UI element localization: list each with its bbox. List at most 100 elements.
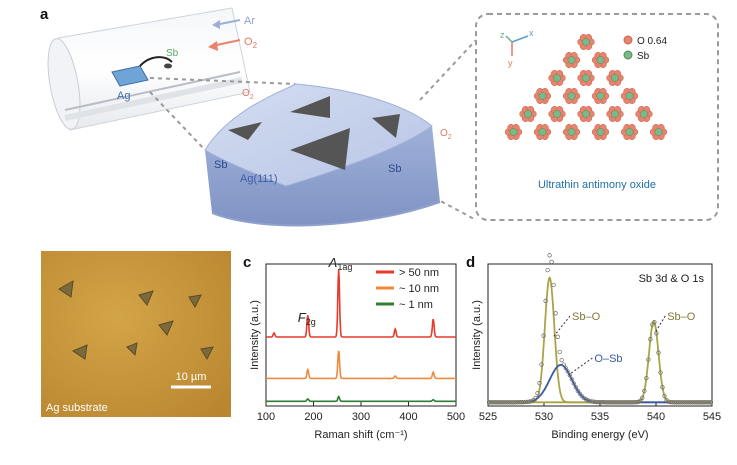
data-point <box>666 399 671 404</box>
data-point <box>535 391 540 396</box>
legend-o: O 0.64 <box>623 35 667 47</box>
data-point <box>529 398 534 404</box>
data-point <box>563 365 568 371</box>
antimony-atom <box>596 56 605 64</box>
data-point <box>652 319 657 325</box>
lattice-cluster <box>577 70 595 86</box>
lattice-cluster <box>620 124 639 140</box>
data-point <box>561 362 566 367</box>
data-point <box>523 399 528 405</box>
data-point <box>630 400 635 405</box>
data-point <box>694 400 699 405</box>
data-point <box>692 400 697 405</box>
data-point <box>503 400 508 405</box>
lattice-cluster <box>649 124 668 140</box>
x-tick-label: 200 <box>304 411 322 423</box>
lattice-cluster <box>562 88 581 104</box>
legend-label: > 50 nm <box>399 267 439 279</box>
fit-component-line <box>488 364 712 404</box>
data-point <box>577 391 582 396</box>
data-point <box>515 400 520 405</box>
x-tick-label: 525 <box>479 411 497 423</box>
data-point <box>634 400 639 405</box>
data-point <box>571 381 576 386</box>
data-point <box>704 400 709 405</box>
antimony-atom <box>553 110 561 118</box>
data-point <box>545 267 550 273</box>
lattice-cluster <box>562 124 581 140</box>
lattice-cluster <box>548 70 566 86</box>
panel-d-label: d <box>466 254 476 271</box>
lattice-cluster <box>519 106 537 122</box>
antimony-atom <box>654 128 663 136</box>
data-point <box>499 400 504 405</box>
x-tick-label: 540 <box>647 411 665 423</box>
data-point <box>662 393 667 399</box>
lattice-cluster <box>562 52 581 68</box>
data-point <box>609 400 615 405</box>
data-point <box>684 400 689 405</box>
sb-right-label: Sb <box>388 163 401 175</box>
x-tick-label: 535 <box>591 411 609 423</box>
gas-o2-label: O2 <box>244 36 258 50</box>
axis-triad <box>505 35 529 56</box>
data-point <box>593 399 599 405</box>
data-point <box>622 400 627 405</box>
x-tick-label: 500 <box>447 411 465 423</box>
data-point <box>656 350 661 355</box>
peak-annotation: Sb–O <box>572 311 601 323</box>
data-point <box>660 385 665 390</box>
svg-text:O 0.64: O 0.64 <box>637 36 667 47</box>
data-point <box>640 395 645 400</box>
data-point <box>674 400 679 405</box>
data-point <box>613 400 619 405</box>
data-point <box>599 400 605 405</box>
series-line <box>266 395 456 403</box>
data-point <box>589 399 595 404</box>
data-point <box>642 388 647 394</box>
svg-text:Sb: Sb <box>637 51 650 62</box>
lattice-cluster <box>591 88 610 104</box>
ag-chip <box>111 56 173 87</box>
lattice-cluster <box>606 70 624 86</box>
raman-chart: 100 200 300 400 500 Raman shift (cm⁻¹) Intensi… <box>249 255 465 441</box>
xps-chart: 525 530 535 540 545 Binding energy (eV) Intens… <box>471 253 721 441</box>
lattice-cluster <box>591 52 610 68</box>
ag-label: Ag <box>117 90 130 102</box>
annotation-leader <box>568 357 593 376</box>
data-point <box>519 400 524 405</box>
data-point <box>658 370 663 375</box>
legend-sb: Sb <box>623 50 650 62</box>
panel-b-micrograph: 10 µm Ag substrate <box>41 251 231 417</box>
tube-furnace <box>47 7 251 131</box>
data-point <box>605 400 611 405</box>
data-point <box>611 400 617 405</box>
data-point <box>624 400 629 405</box>
data-point <box>557 349 562 355</box>
antimony-atom <box>611 74 619 82</box>
x-tick-label: 530 <box>535 411 553 423</box>
data-point <box>549 259 554 265</box>
data-point <box>493 400 498 405</box>
lattice-cluster <box>533 88 552 104</box>
data-point <box>587 398 593 404</box>
data-point <box>706 400 712 405</box>
data-point <box>601 400 607 405</box>
series-line <box>266 350 456 380</box>
antimony-atom <box>538 128 547 136</box>
oxide-inset-box <box>475 13 719 221</box>
data-point <box>513 400 518 405</box>
data-point <box>547 253 552 258</box>
data-point <box>583 397 589 402</box>
peak-annotation: O–Sb <box>594 353 622 365</box>
data-point <box>670 400 675 405</box>
lattice-cluster <box>577 34 595 50</box>
lattice-cluster <box>533 124 552 140</box>
antimony-atom <box>640 110 648 118</box>
data-point <box>543 298 548 303</box>
data-point <box>700 400 705 405</box>
inset-caption: Ultrathin antimony oxide <box>538 179 656 191</box>
nanostructure-islands <box>228 96 400 170</box>
x-tick-label: 300 <box>352 411 370 423</box>
scalebar-label: 10 µm <box>176 371 207 383</box>
